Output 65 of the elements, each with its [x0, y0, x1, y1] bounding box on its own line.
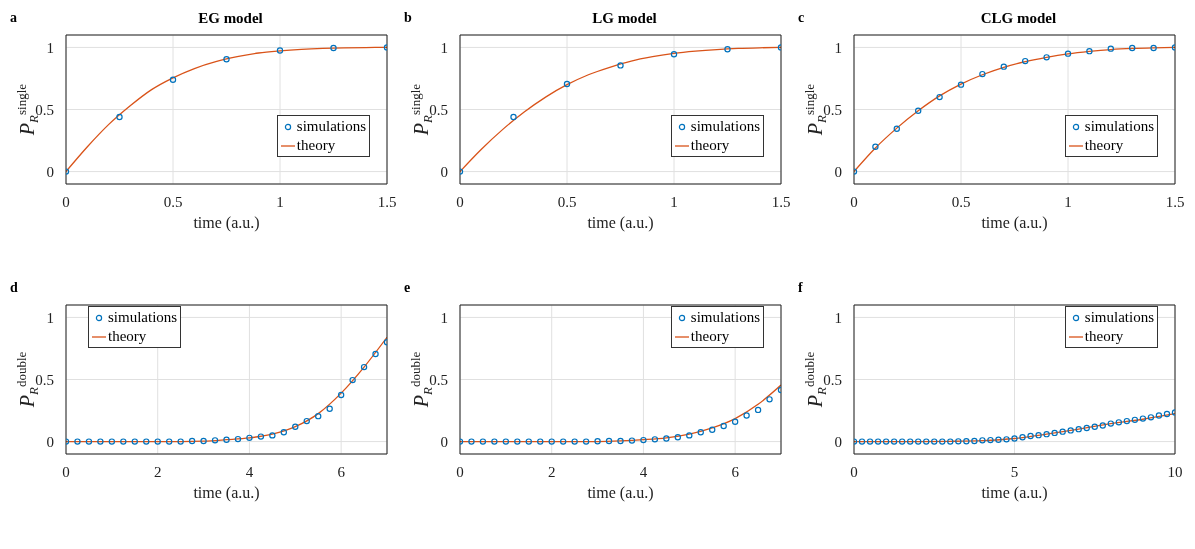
x-tick-label: 0.5 [557, 193, 577, 210]
legend-label: simulations [1084, 117, 1154, 136]
legend-label: simulations [690, 308, 760, 327]
x-tick-label: 0 [850, 463, 858, 480]
legend-label: theory [690, 327, 730, 346]
y-tick-label: 0.5 [429, 371, 448, 388]
x-axis-title: time (a.u.) [587, 484, 654, 502]
x-tick-label: 0 [62, 193, 70, 210]
y-tick-label: 1 [46, 309, 54, 326]
x-tick-label: 0.5 [163, 193, 183, 210]
text: b [404, 10, 412, 26]
legend-label: theory [108, 327, 147, 346]
x-axis-title: time (a.u.) [587, 214, 654, 232]
x-axis-title: time (a.u.) [981, 484, 1048, 502]
legend-label: simulations [1084, 308, 1154, 327]
y-tick-label: 1 [834, 39, 842, 56]
x-tick-label: 0 [850, 193, 858, 210]
x-tick-label: 1.5 [377, 193, 397, 210]
legend-label: theory [1084, 327, 1124, 346]
legend-label: simulations [690, 117, 760, 136]
x-tick-label: 1.5 [771, 193, 791, 210]
y-tick-label: 1 [834, 309, 842, 326]
x-tick-label: 0 [456, 463, 464, 480]
x-tick-label: 6 [337, 463, 346, 480]
text: e [404, 280, 411, 296]
text: c [798, 10, 805, 26]
legend-label: theory [296, 136, 336, 155]
x-tick-label: 0 [456, 193, 464, 210]
chart-title: EG model [198, 10, 263, 26]
y-tick-label: 0 [834, 433, 842, 450]
x-tick-label: 1 [1064, 193, 1072, 210]
legend-label: simulations [296, 117, 366, 136]
x-tick-label: 1 [276, 193, 284, 210]
y-tick-label: 0.5 [35, 371, 54, 388]
x-tick-label: 4 [245, 463, 254, 480]
legend-label: simulations [108, 308, 178, 327]
x-tick-label: 1.5 [1165, 193, 1185, 210]
x-tick-label: 2 [153, 463, 162, 480]
x-tick-label: 10 [1167, 463, 1183, 480]
text: d [10, 280, 18, 296]
x-tick-label: 0 [62, 463, 70, 480]
legend-label: theory [690, 136, 730, 155]
y-tick-label: 0 [46, 433, 54, 450]
y-tick-label: 1 [440, 39, 448, 56]
x-tick-label: 2 [547, 463, 556, 480]
y-tick-label: 0 [440, 433, 448, 450]
text: f [798, 280, 803, 296]
chart-title: CLG model [980, 10, 1057, 26]
y-tick-label: 1 [46, 39, 54, 56]
y-tick-label: 1 [440, 309, 448, 326]
y-tick-label: 0 [46, 163, 54, 180]
x-tick-label: 0.5 [951, 193, 971, 210]
x-tick-label: 5 [1010, 463, 1019, 480]
x-tick-label: 4 [639, 463, 648, 480]
y-tick-label: 0 [440, 163, 448, 180]
legend-label: theory [1084, 136, 1124, 155]
x-axis-title: time (a.u.) [193, 214, 260, 232]
x-tick-label: 6 [731, 463, 740, 480]
x-axis-title: time (a.u.) [193, 484, 260, 502]
chart-title: LG model [592, 10, 657, 26]
y-tick-label: 0 [834, 163, 842, 180]
y-tick-label: 0.5 [823, 371, 842, 388]
x-axis-title: time (a.u.) [981, 214, 1048, 232]
x-tick-label: 1 [670, 193, 678, 210]
text: a [10, 10, 17, 26]
